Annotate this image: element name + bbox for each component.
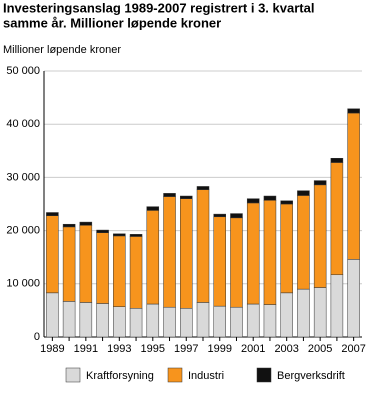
y-tick-label: 10 000	[6, 278, 40, 290]
bar-segment	[297, 195, 310, 290]
legend-swatch	[65, 367, 81, 383]
bar-segment	[96, 229, 109, 233]
bar-segment	[113, 235, 126, 307]
y-tick-label: 20 000	[6, 225, 40, 237]
legend-swatch	[256, 367, 272, 383]
bar-segment	[230, 217, 243, 308]
bar-segment	[163, 306, 176, 338]
bar-segment	[347, 259, 360, 338]
bar-segment	[263, 304, 277, 338]
x-tick-label: 1999	[207, 343, 231, 355]
x-tick-label: 2001	[241, 343, 265, 355]
bar-segment	[280, 292, 293, 338]
bar-segment	[263, 200, 277, 305]
bar-segment	[163, 193, 176, 197]
bar-segment	[196, 302, 210, 338]
bar-segment	[180, 308, 193, 338]
x-tick-label: 1993	[107, 343, 131, 355]
bar-segment	[113, 306, 126, 338]
bar-segment	[330, 162, 344, 276]
bar-segment	[79, 302, 93, 338]
chart-title: Investeringsanslag 1989-2007 registrert …	[3, 0, 314, 15]
bar-segment	[180, 195, 193, 199]
y-tick-label: 40 000	[6, 118, 40, 130]
bar-segment	[96, 303, 109, 338]
y-tick-label: 50 000	[6, 65, 40, 77]
bar-segment	[330, 274, 344, 338]
y-axis-label: Millioner løpende kroner	[3, 44, 121, 56]
bar-segment	[196, 186, 210, 190]
bar-segment	[297, 288, 310, 338]
bar-segment	[213, 213, 226, 218]
bar-segment	[129, 236, 143, 309]
bar-segment	[213, 216, 226, 307]
bar-segment	[146, 303, 160, 338]
bar-segment	[313, 287, 327, 338]
x-tick-label: 1989	[40, 343, 64, 355]
bar-segment	[230, 306, 243, 338]
y-tick-label: 30 000	[6, 171, 40, 183]
legend-label: Kraftforsyning	[86, 370, 154, 382]
bar-segment	[246, 202, 260, 305]
x-tick-label: 2003	[274, 343, 298, 355]
bar-segment	[246, 198, 260, 204]
x-tick-label: 1997	[174, 343, 198, 355]
x-tick-label: 2005	[308, 343, 332, 355]
x-tick-label: 1991	[74, 343, 98, 355]
bar-segment	[280, 200, 293, 205]
chart-title: samme år. Millioner løpende kroner	[3, 15, 221, 30]
bar-segment	[46, 212, 59, 216]
y-tick-label: 0	[34, 331, 40, 343]
bar-segment	[196, 189, 210, 303]
bar-segment	[62, 223, 76, 228]
x-tick-label: 2007	[341, 343, 365, 355]
bar-segment	[62, 301, 76, 338]
bar-segment	[62, 226, 76, 302]
bar-segment	[129, 308, 143, 338]
bar-segment	[79, 225, 93, 303]
bar-segment	[230, 213, 243, 219]
bar-segment	[263, 195, 277, 201]
bar-segment	[330, 157, 344, 163]
bar-segment	[46, 215, 59, 294]
bar-segment	[129, 234, 143, 237]
bar-segment	[113, 233, 126, 237]
bar-segment	[180, 198, 193, 309]
bar-segment	[213, 305, 226, 338]
bar-segment	[163, 196, 176, 308]
bar-segment	[280, 203, 293, 294]
bar-segment	[46, 292, 59, 338]
bar-segment	[347, 108, 360, 114]
bar-segment	[347, 112, 360, 260]
legend-label: Industri	[188, 370, 224, 382]
bar-segment	[313, 180, 327, 186]
x-tick-label: 1995	[141, 343, 165, 355]
legend-label: Bergverksdrift	[277, 370, 345, 382]
bar-segment	[96, 232, 109, 304]
bar-segment	[146, 210, 160, 305]
legend-swatch	[167, 367, 183, 383]
bar-segment	[297, 190, 310, 196]
bar-segment	[146, 206, 160, 211]
bar-segment	[313, 184, 327, 288]
bar-segment	[246, 303, 260, 338]
bar-segment	[79, 221, 93, 226]
